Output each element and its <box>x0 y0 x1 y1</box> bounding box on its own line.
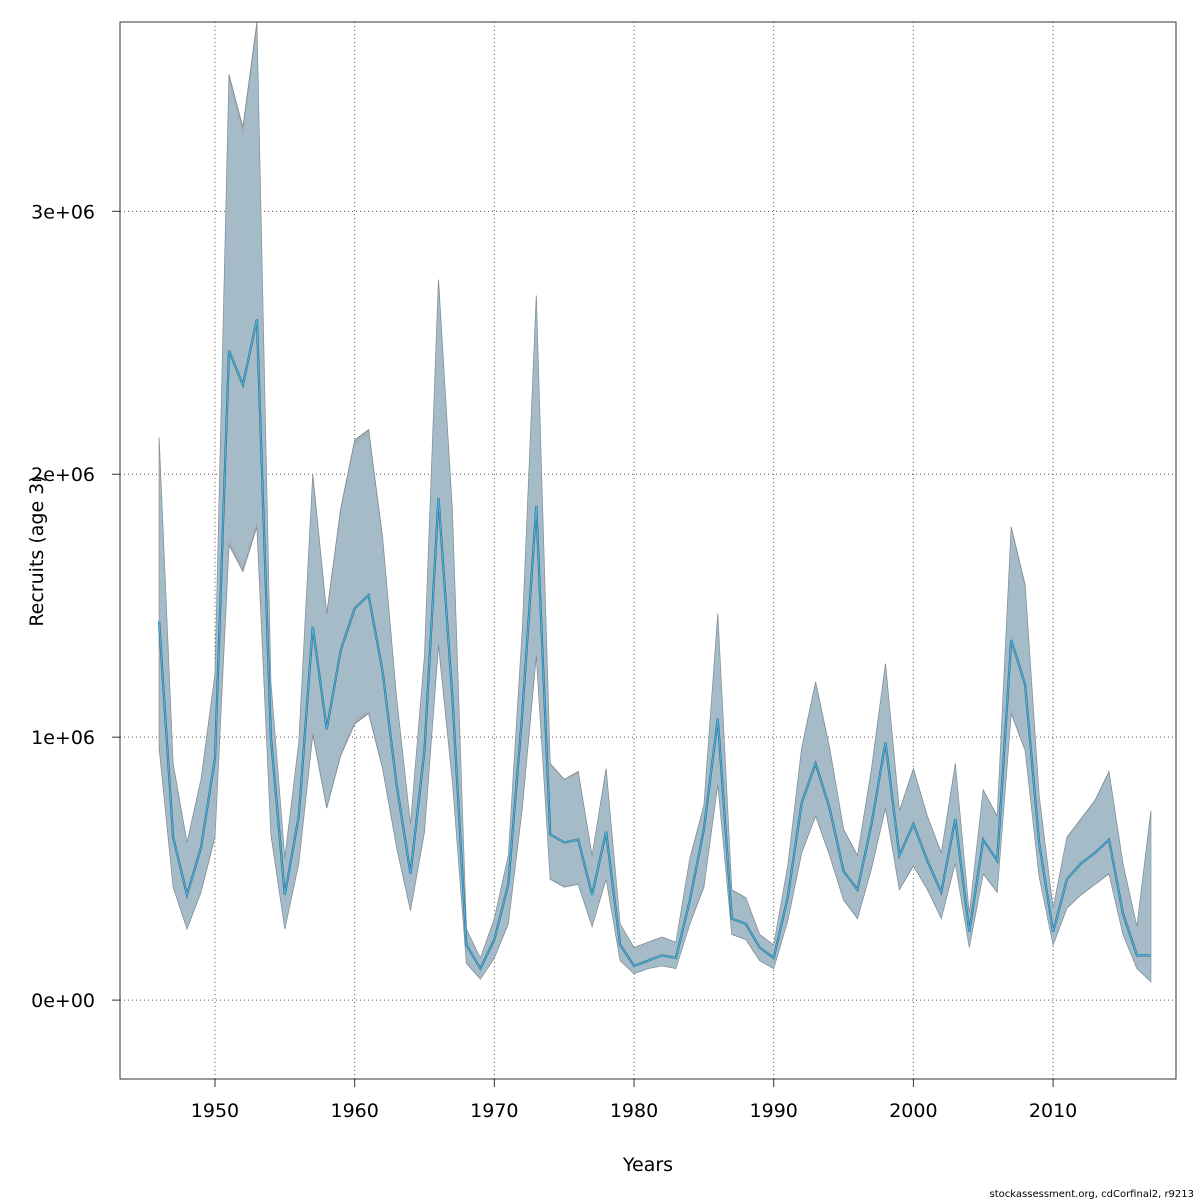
x-tick-label-0: 1950 <box>191 1100 239 1122</box>
x-tick-label-2: 1970 <box>470 1100 518 1122</box>
plot-frame <box>119 21 1177 1080</box>
confidence-band-inner-0 <box>159 30 1151 981</box>
y-tick-label-2: 2e+06 <box>31 464 95 486</box>
series-line-0 <box>158 318 1151 970</box>
x-tick-label-4: 1990 <box>750 1100 798 1122</box>
y-tick-label-3: 3e+06 <box>31 201 95 223</box>
y-axis: 0e+00 1e+06 2e+06 3e+06 <box>31 201 120 1012</box>
x-tick-label-6: 2010 <box>1029 1100 1077 1122</box>
series-lines <box>158 318 1151 971</box>
y-tick-label-0: 0e+00 <box>31 990 95 1012</box>
confidence-bands <box>158 21 1152 983</box>
x-tick-label-5: 2000 <box>889 1100 937 1122</box>
grid-lines <box>120 22 1176 1079</box>
y-axis-title: Recruits (age 3) <box>26 475 48 626</box>
confidence-band-0 <box>158 21 1152 983</box>
x-axis-title: Years <box>622 1154 673 1176</box>
x-tick-label-3: 1980 <box>610 1100 658 1122</box>
y-tick-label-1: 1e+06 <box>31 727 95 749</box>
x-tick-label-1: 1960 <box>330 1100 378 1122</box>
credit-text: stockassessment.org, cdCorfinal2, r9213 <box>990 1189 1194 1200</box>
x-axis: 1950 1960 1970 1980 1990 2000 2010 <box>191 1079 1077 1122</box>
